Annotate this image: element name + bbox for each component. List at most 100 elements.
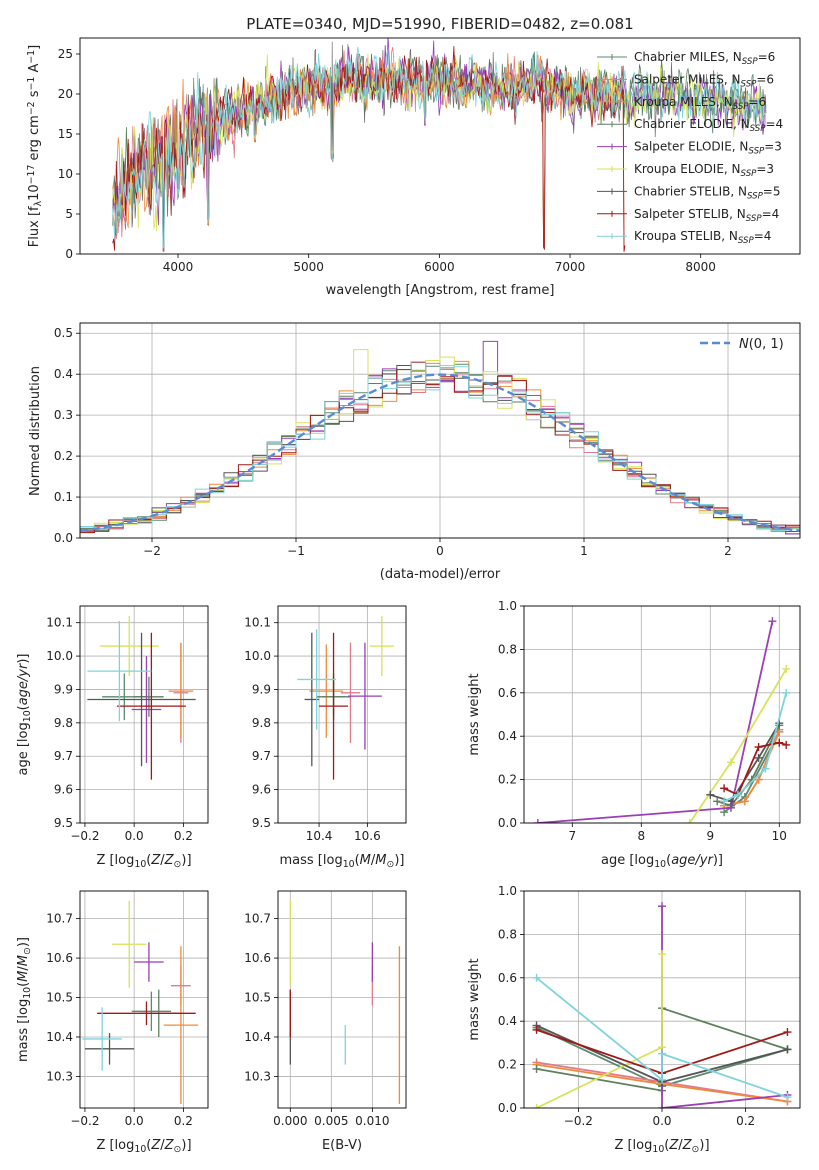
y-tick-label: 0.5 bbox=[54, 326, 73, 340]
axes-age_vs_mass: 10.4 10.6 9.5 9.6 9.7 9.8 9.9 10.0 10.1 mass [log… bbox=[244, 605, 407, 870]
y-tick-label: 0.8 bbox=[498, 642, 517, 656]
y-tick-label: 9.6 bbox=[252, 783, 271, 797]
x-tick-label: 7 bbox=[568, 829, 576, 843]
legend-label: Salpeter STELIB, NSSP=4 bbox=[634, 207, 779, 224]
x-tick-label: 0.0 bbox=[652, 1114, 671, 1128]
y-tick-label: 0.3 bbox=[54, 408, 73, 422]
spectrum-x-label: wavelength [Angstrom, rest frame] bbox=[326, 283, 555, 298]
legend-label: Kroupa MILES, NSSP=6 bbox=[634, 95, 766, 112]
y-tick-label: 10.6 bbox=[46, 951, 73, 965]
lines-mass_weight_vs_Z bbox=[532, 902, 792, 1108]
y-tick-label: 9.6 bbox=[54, 783, 73, 797]
y-tick-label: 0.2 bbox=[498, 1058, 517, 1072]
y-tick-label: 0.2 bbox=[498, 773, 517, 787]
mass_weight_vs_Z-x-label: Z [log10(Z/Z⊙)] bbox=[614, 1138, 709, 1155]
y-tick-label: 10.5 bbox=[46, 991, 73, 1005]
x-tick-label: 6000 bbox=[424, 260, 455, 274]
mass-weight-series-kroupa-stelib bbox=[535, 977, 788, 1099]
axes-mass_vs_Z: −0.2 0.0 0.2 10.3 10.4 10.5 10.6 10.7 Z [log10(Z… bbox=[16, 890, 209, 1155]
x-tick-label: 0.010 bbox=[355, 1114, 389, 1128]
axes-frame bbox=[523, 890, 801, 1109]
legend-label: Salpeter ELODIE, NSSP=3 bbox=[634, 140, 782, 157]
x-tick-label: 2 bbox=[724, 544, 732, 558]
gaussian-curve bbox=[80, 373, 800, 532]
y-tick-label: 9.7 bbox=[252, 749, 271, 763]
x-tick-label: 0.2 bbox=[174, 1114, 193, 1128]
spectrum-legend: Chabrier MILES, NSSP=6 Salpeter MILES, NS… bbox=[597, 50, 783, 246]
y-tick-label: 9.5 bbox=[252, 816, 271, 830]
y-tick-label: 0.4 bbox=[54, 367, 73, 381]
axes-mass_vs_ebv: 0.000 0.005 0.010 10.3 10.4 10.5 10.6 10.7 E(B-V… bbox=[244, 890, 407, 1153]
axes-mass_weight_vs_age: 7 8 9 10 0.0 0.2 0.4 0.6 0.8 1.0 age [log10(age/yr… bbox=[467, 599, 801, 870]
axes-frame bbox=[523, 605, 801, 824]
mass_weight_vs_age-x-label: age [log10(age/yr)] bbox=[601, 853, 723, 870]
spectrum-series-kroupa-stelib bbox=[112, 46, 767, 249]
y-tick-label: 20 bbox=[58, 87, 73, 101]
y-tick-label: 10.4 bbox=[244, 1030, 271, 1044]
y-tick-label: 1.0 bbox=[498, 599, 517, 613]
x-tick-label: 9 bbox=[706, 829, 714, 843]
y-tick-label: 10.6 bbox=[244, 951, 271, 965]
residual-x-label: (data-model)/error bbox=[380, 567, 501, 582]
mass_vs_Z-x-label: Z [log10(Z/Z⊙)] bbox=[96, 1138, 191, 1155]
axes-frame bbox=[277, 890, 407, 1109]
axes-frame bbox=[79, 37, 801, 255]
legend-label: Chabrier ELODIE, NSSP=4 bbox=[634, 117, 783, 134]
y-tick-label: 0.0 bbox=[54, 531, 73, 545]
x-tick-label: −0.2 bbox=[70, 829, 99, 843]
y-tick-label: 25 bbox=[58, 47, 73, 61]
y-tick-label: 10.3 bbox=[46, 1069, 73, 1083]
age_vs_mass-x-label: mass [log10(M/M⊙)] bbox=[280, 853, 405, 870]
legend-label: Chabrier STELIB, NSSP=5 bbox=[634, 184, 781, 201]
y-tick-label: 9.9 bbox=[54, 682, 73, 696]
y-tick-label: 0.0 bbox=[498, 1101, 517, 1115]
y-tick-label: 0.1 bbox=[54, 490, 73, 504]
y-tick-label: 10.0 bbox=[244, 649, 271, 663]
errorbars-mass_vs_Z bbox=[82, 900, 199, 1105]
x-tick-label: 0.005 bbox=[314, 1114, 348, 1128]
x-tick-label: 0.0 bbox=[125, 1114, 144, 1128]
x-tick-label: −2 bbox=[143, 544, 161, 558]
x-tick-label: 10.4 bbox=[306, 829, 333, 843]
spectrum-series-salpeter-stelib bbox=[112, 46, 626, 253]
y-tick-label: 10.7 bbox=[244, 912, 271, 926]
y-tick-label: 9.8 bbox=[252, 716, 271, 730]
y-tick-label: 10.1 bbox=[46, 616, 73, 630]
x-tick-label: 1 bbox=[580, 544, 588, 558]
y-tick-label: 10 bbox=[58, 167, 73, 181]
x-tick-label: −0.2 bbox=[70, 1114, 99, 1128]
mass_vs_ebv-x-label: E(B-V) bbox=[322, 1138, 362, 1153]
axes-frame bbox=[79, 890, 209, 1109]
y-tick-label: 10.4 bbox=[46, 1030, 73, 1044]
axes-frame bbox=[79, 322, 801, 539]
residual-steps bbox=[80, 340, 800, 538]
axes-frame bbox=[277, 605, 407, 824]
x-tick-label: 0.2 bbox=[174, 829, 193, 843]
legend-label: Chabrier MILES, NSSP=6 bbox=[634, 50, 775, 67]
y-tick-label: 1.0 bbox=[498, 884, 517, 898]
x-tick-label: 0 bbox=[436, 544, 444, 558]
y-tick-label: 10.1 bbox=[244, 616, 271, 630]
y-tick-label: 9.5 bbox=[54, 816, 73, 830]
x-tick-label: 4000 bbox=[163, 260, 194, 274]
y-tick-label: 0.4 bbox=[498, 729, 517, 743]
y-tick-label: 0.6 bbox=[498, 686, 517, 700]
x-tick-label: 10 bbox=[772, 829, 787, 843]
residual-y-label: Normed distribution bbox=[28, 366, 43, 496]
y-tick-label: 0.6 bbox=[498, 971, 517, 985]
spectrum-y-label: Flux [fλ10−17 erg cm−2 s−1 A−1] bbox=[26, 45, 44, 247]
y-tick-label: 5 bbox=[65, 207, 73, 221]
y-tick-label: 9.8 bbox=[54, 716, 73, 730]
y-tick-label: 0.0 bbox=[498, 816, 517, 830]
errorbars-age_vs_mass bbox=[297, 616, 394, 780]
errorbars-mass_vs_ebv bbox=[289, 898, 401, 1105]
x-tick-label: 5000 bbox=[293, 260, 324, 274]
x-tick-label: 0.2 bbox=[736, 1114, 755, 1128]
x-tick-label: 0.0 bbox=[125, 829, 144, 843]
x-tick-label: 8 bbox=[637, 829, 645, 843]
y-tick-label: 0.2 bbox=[54, 449, 73, 463]
spectrum-lines bbox=[112, 38, 767, 253]
spectrum-series-chabrier-elodie bbox=[112, 51, 767, 249]
x-tick-label: 8000 bbox=[685, 260, 716, 274]
